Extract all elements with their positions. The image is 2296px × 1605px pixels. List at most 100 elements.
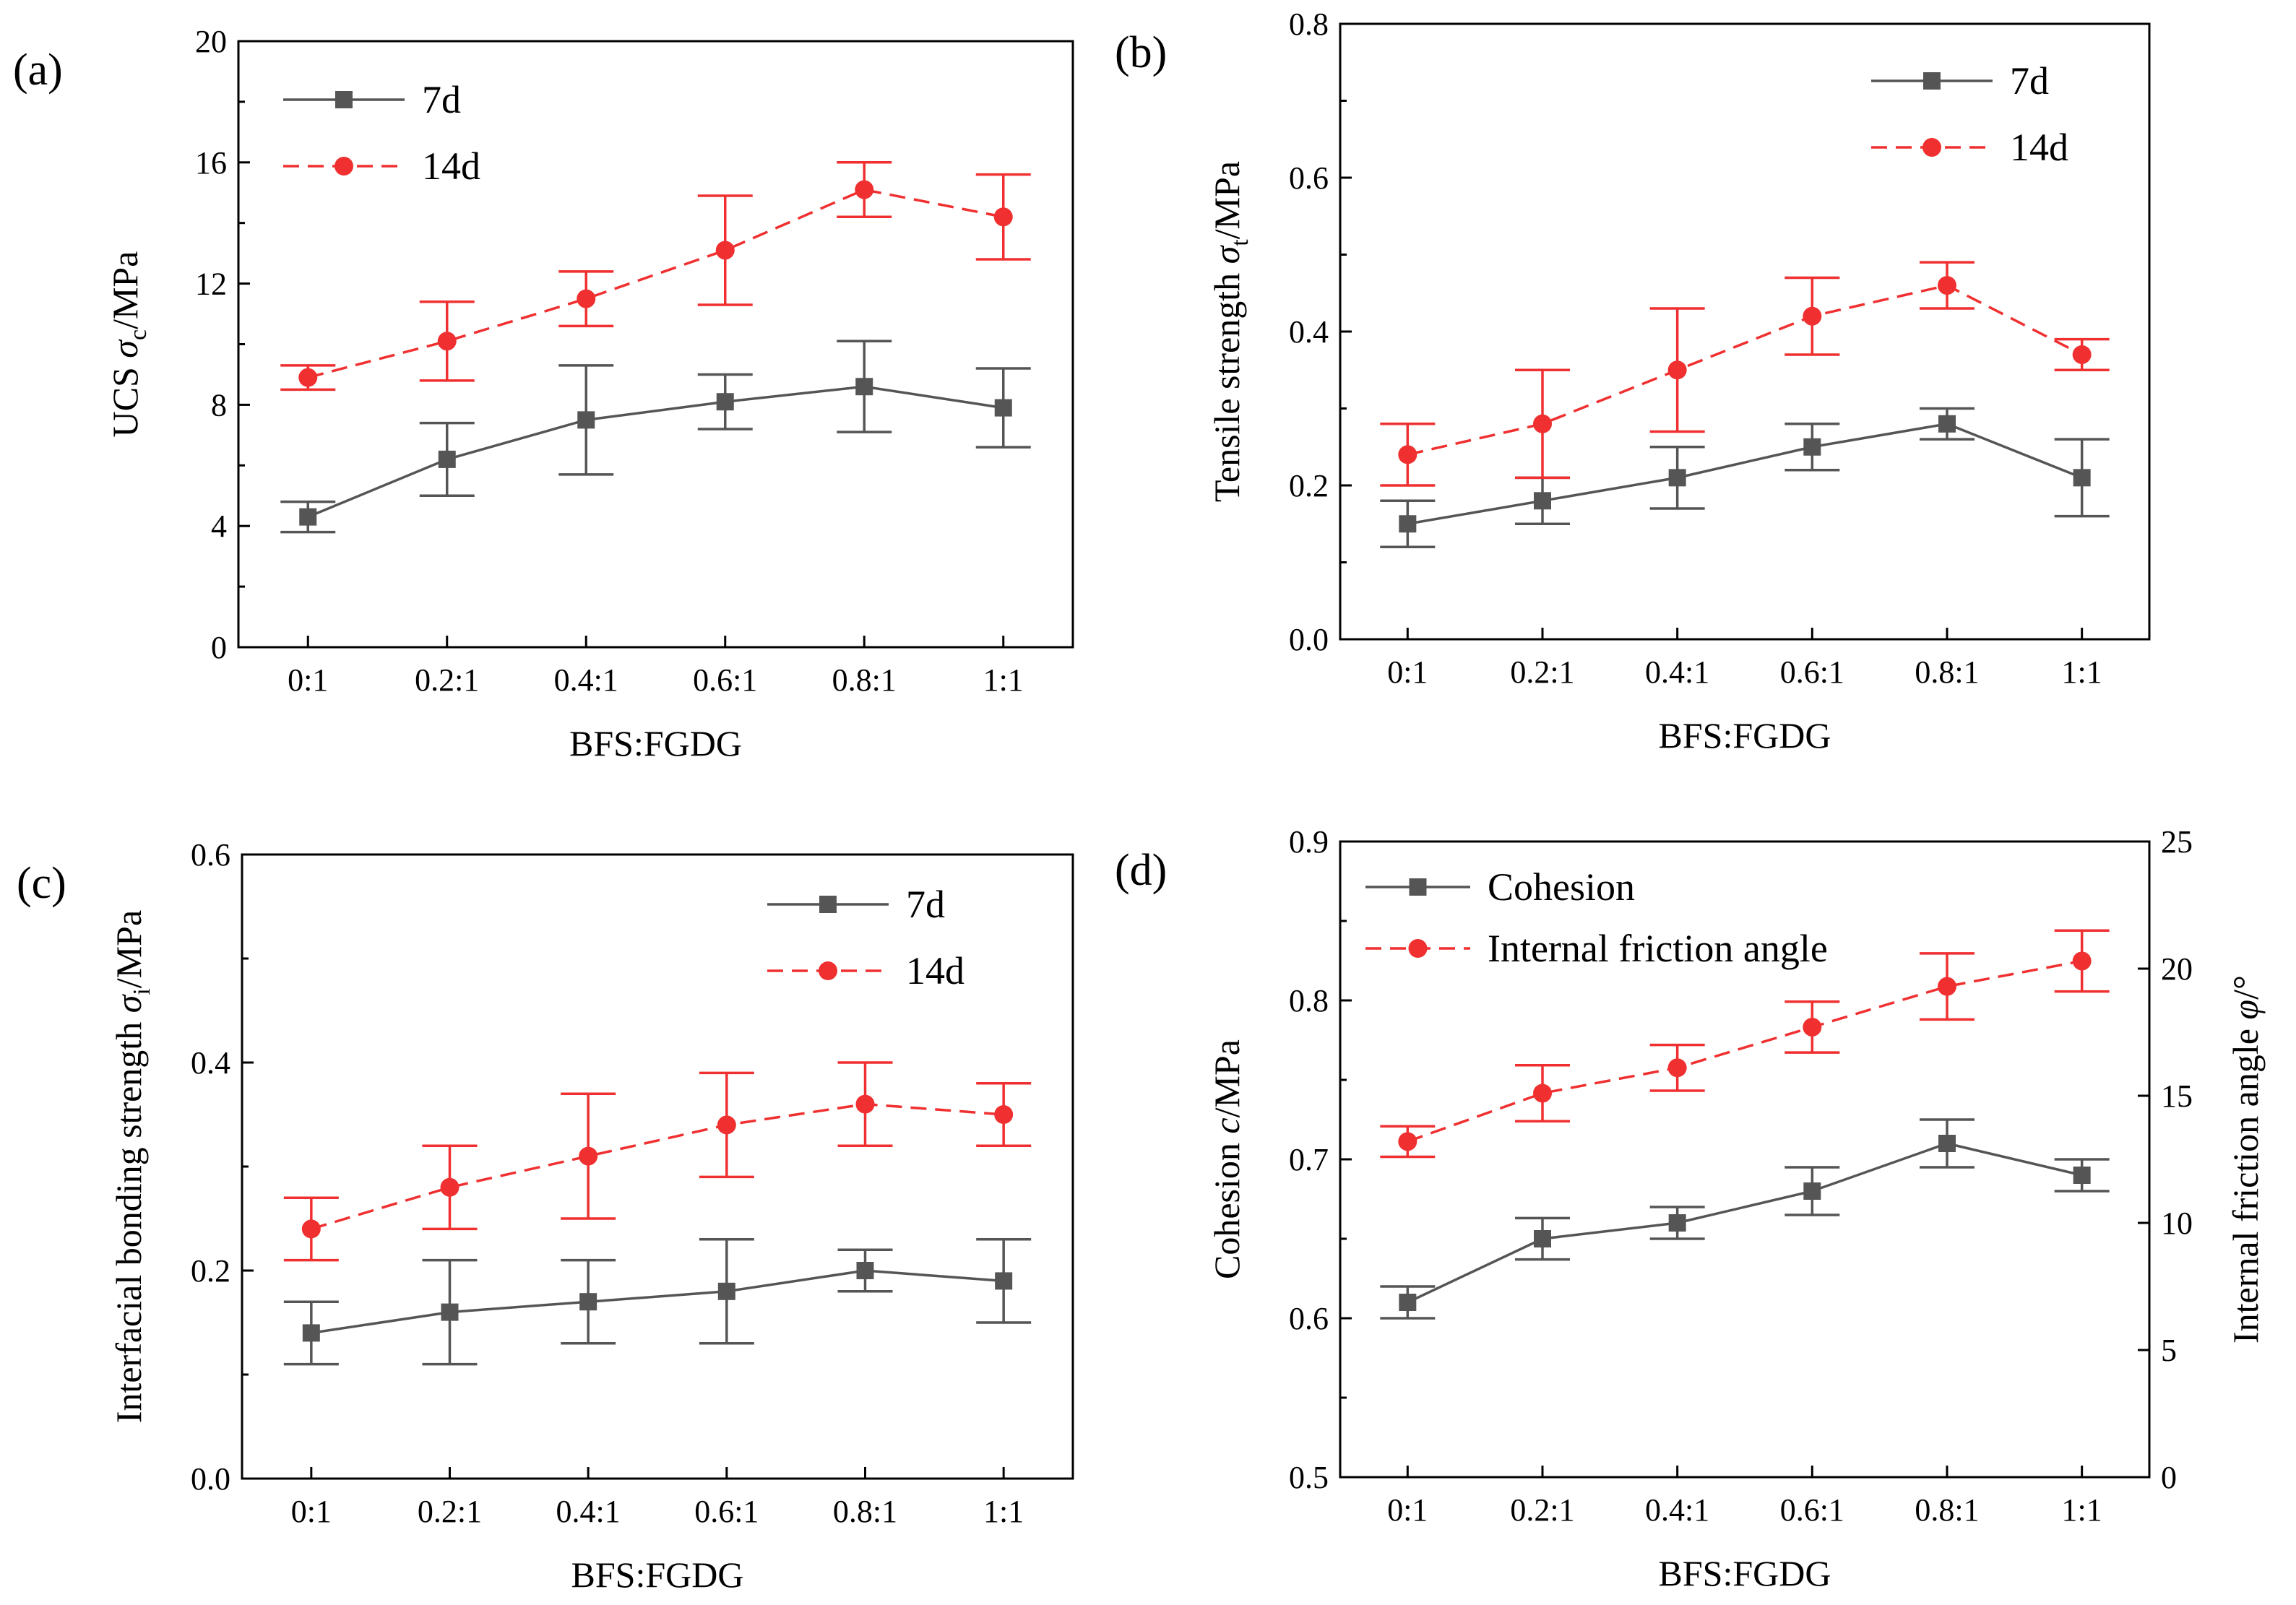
legend-marker (335, 91, 353, 108)
data-point (1938, 1135, 1956, 1152)
data-point (717, 1282, 735, 1300)
chart-panel-3: (c) 0.0 0.2 0.4 0.6 0:1 0.2:1 0.4:1 0.6:1 0.8:1 1:… (17, 837, 1074, 1595)
x-tick-label: 0.8:1 (1915, 654, 1979, 690)
data-point (1803, 306, 1822, 326)
y-tick-label: 0.4 (191, 1045, 230, 1081)
series-line (307, 188, 1004, 379)
data-point (577, 289, 596, 308)
data-point (1803, 438, 1821, 456)
plot-frame (241, 853, 1074, 1480)
y-tick-label: 0.6 (1289, 1301, 1329, 1336)
series-14d (283, 1061, 1032, 1262)
x-tick-label: 0.8:1 (833, 1494, 897, 1529)
x-tick-label: 0.6:1 (1780, 654, 1844, 690)
y2-axis-label: Internal friction angle φ/° (2225, 975, 2266, 1344)
y-axis-label: Tensile strength σt/MPa (1207, 161, 1253, 502)
y-tick-label: 0.9 (1289, 824, 1329, 860)
data-point (441, 1303, 459, 1321)
data-point (1398, 1132, 1417, 1151)
data-point (855, 1094, 875, 1114)
y-tick-label: 0.6 (1289, 160, 1329, 196)
y2-tick-label: 20 (2161, 951, 2193, 987)
y-tick-label: 12 (195, 267, 227, 302)
series-line (311, 1102, 1004, 1231)
x-tick-label: 0.4:1 (1645, 654, 1709, 690)
data-point (1803, 1017, 1822, 1037)
data-point (717, 1115, 736, 1135)
y-axis-label: Interfacial bonding strength σi/MPa (108, 910, 155, 1423)
series-7d (283, 1238, 1032, 1366)
data-point (1938, 415, 1956, 433)
data-point (1938, 977, 1956, 996)
data-point (579, 1146, 598, 1166)
y-tick-label: 0.0 (191, 1461, 230, 1497)
legend-entry: 7d (767, 883, 945, 926)
legend-label: 7d (906, 883, 945, 926)
series-line (307, 385, 1004, 519)
x-axis-label: BFS:FGDG (1659, 1553, 1831, 1593)
data-point (993, 207, 1013, 227)
y-tick-label: 0.7 (1289, 1142, 1329, 1177)
data-point (579, 1293, 597, 1311)
series-cohesion (1380, 1118, 2110, 1320)
y-tick-label: 20 (195, 24, 227, 59)
y2-tick-label: 0 (2161, 1460, 2177, 1495)
x-tick-label: 0.2:1 (415, 662, 479, 698)
data-point (1398, 445, 1417, 464)
y-tick-label: 0.0 (1289, 622, 1329, 657)
data-point (302, 1324, 320, 1342)
x-axis-label: BFS:FGDG (569, 723, 742, 763)
chart-panel-1: (a) 0 4 8 12 16 20 0:1 0.2:1 0.4:1 0.6:1 0.8:1 1:1 BF… (13, 24, 1074, 763)
legend-label: Internal friction angle (1488, 927, 1828, 970)
y-tick-label: 0.2 (1289, 468, 1329, 503)
legend-marker (1409, 878, 1427, 896)
data-point (1668, 469, 1686, 487)
data-point (437, 332, 457, 351)
y-tick-label: 8 (211, 387, 227, 423)
y-tick-label: 0.8 (1289, 983, 1329, 1018)
legend-entry: Internal friction angle (1365, 927, 1828, 970)
chart-panel-4: (d) 0.5 0.6 0.7 0.8 0.9 0 5 10 15 20 25 0:1 0.2:1 0.4:… (1115, 824, 2266, 1593)
y-tick-label: 0.4 (1289, 314, 1329, 350)
y2-tick-label: 25 (2161, 824, 2193, 860)
x-axis-label: BFS:FGDG (1659, 715, 1831, 756)
legend-label: 14d (906, 949, 964, 992)
data-point (856, 1262, 874, 1279)
panel-label: (a) (13, 46, 63, 95)
x-tick-label: 0.4:1 (556, 1494, 621, 1529)
y-axis-label: Cohesion c/MPa (1207, 1039, 1247, 1279)
y2-tick-label: 5 (2161, 1333, 2177, 1368)
x-tick-label: 0.4:1 (1645, 1492, 1709, 1528)
panel-label: (c) (17, 859, 66, 908)
y-tick-label: 0.2 (191, 1253, 230, 1289)
data-point (995, 1272, 1013, 1290)
legend-entry: 14d (767, 949, 964, 992)
data-point (2072, 951, 2092, 971)
series-line (1407, 1142, 2083, 1304)
data-point (2073, 1167, 2091, 1184)
series-line (1407, 959, 2082, 1143)
y-tick-label: 16 (195, 145, 227, 181)
series-7d (1380, 407, 2110, 548)
x-tick-label: 1:1 (2062, 654, 2102, 690)
data-point (1667, 1058, 1687, 1078)
x-tick-label: 0.6:1 (694, 1494, 759, 1529)
x-tick-label: 0.8:1 (1915, 1492, 1979, 1528)
x-tick-label: 0.2:1 (418, 1494, 482, 1529)
series-line (311, 1269, 1004, 1335)
legend-marker (1923, 72, 1941, 90)
data-point (301, 1219, 321, 1239)
legend-label: 14d (2010, 126, 2068, 169)
data-point (716, 393, 734, 411)
data-point (2073, 469, 2091, 487)
y-axis-label: UCS σc/MPa (105, 251, 152, 438)
x-tick-label: 1:1 (983, 1494, 1024, 1529)
series-internal-friction-angle (1380, 929, 2110, 1159)
y2-tick-label: 15 (2161, 1078, 2193, 1114)
series-7d (280, 339, 1031, 534)
data-point (577, 411, 595, 429)
series-14d (1380, 261, 2110, 487)
data-point (1399, 1294, 1417, 1311)
legend-marker (1922, 138, 1941, 157)
series-line (1407, 422, 2083, 525)
